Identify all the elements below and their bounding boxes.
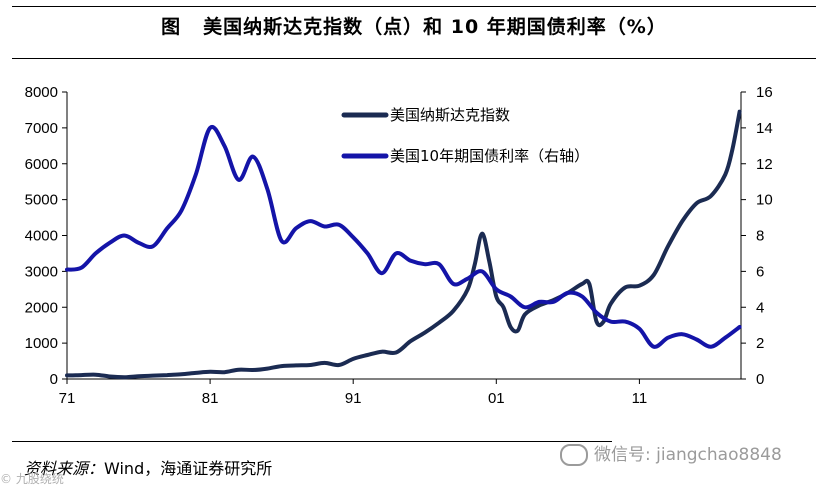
right-y-tick-label: 10 xyxy=(756,192,773,209)
right-y-tick-label: 16 xyxy=(756,84,773,101)
x-tick-label: 01 xyxy=(488,390,505,407)
left-y-tick-label: 4000 xyxy=(25,228,58,245)
series-line-nasdaq xyxy=(65,109,742,380)
source-rule xyxy=(12,441,612,442)
wechat-icon xyxy=(560,444,588,466)
watermark-text: 微信号: jiangchao8848 xyxy=(594,445,782,465)
series-line-yield xyxy=(65,124,742,349)
x-tick-label: 91 xyxy=(345,390,362,407)
right-y-tick-label: 0 xyxy=(756,371,764,388)
right-y-tick-label: 4 xyxy=(756,299,764,316)
left-y-tick-label: 2000 xyxy=(25,299,58,316)
left-y-tick-label: 6000 xyxy=(25,156,58,173)
corner-logo: © 九股绕统 xyxy=(0,472,64,486)
source-note: 资料来源：Wind，海通证券研究所 xyxy=(24,455,272,479)
right-y-tick-label: 12 xyxy=(756,156,773,173)
right-y-tick-label: 14 xyxy=(756,120,773,137)
chart-title: 图美国纳斯达克指数（点）和 10 年期国债利率（%） xyxy=(0,12,828,39)
left-y-tick-label: 7000 xyxy=(25,120,58,137)
chart-legend: 美国纳斯达克指数 美国10年期国债利率（右轴） xyxy=(341,106,589,165)
x-tick-label: 11 xyxy=(632,390,648,407)
x-tick-label: 81 xyxy=(202,390,219,407)
left-y-tick-label: 5000 xyxy=(25,192,58,209)
series-layer xyxy=(65,109,742,380)
left-y-tick-label: 3000 xyxy=(25,263,58,280)
title-rule-top xyxy=(12,6,816,7)
right-y-tick-label: 6 xyxy=(756,263,764,280)
chart-title-text: 美国纳斯达克指数（点）和 10 年期国债利率（%） xyxy=(203,16,667,38)
legend-label-nasdaq: 美国纳斯达克指数 xyxy=(390,106,510,124)
source-text: Wind，海通证券研究所 xyxy=(104,459,273,478)
chart-axes: 0100020003000400050006000700080000246810… xyxy=(25,84,773,407)
right-y-tick-label: 2 xyxy=(756,335,764,352)
legend-label-yield: 美国10年期国债利率（右轴） xyxy=(390,147,589,165)
source-label: 资料来源： xyxy=(24,459,105,478)
title-rule-bottom xyxy=(12,58,816,59)
right-y-tick-label: 8 xyxy=(756,228,764,245)
x-tick-label: 71 xyxy=(59,390,76,407)
left-y-tick-label: 0 xyxy=(50,371,58,388)
left-y-tick-label: 1000 xyxy=(25,335,58,352)
figure-label: 图 xyxy=(161,16,182,38)
watermark: 微信号: jiangchao8848 xyxy=(560,440,782,466)
left-y-tick-label: 8000 xyxy=(25,84,58,101)
